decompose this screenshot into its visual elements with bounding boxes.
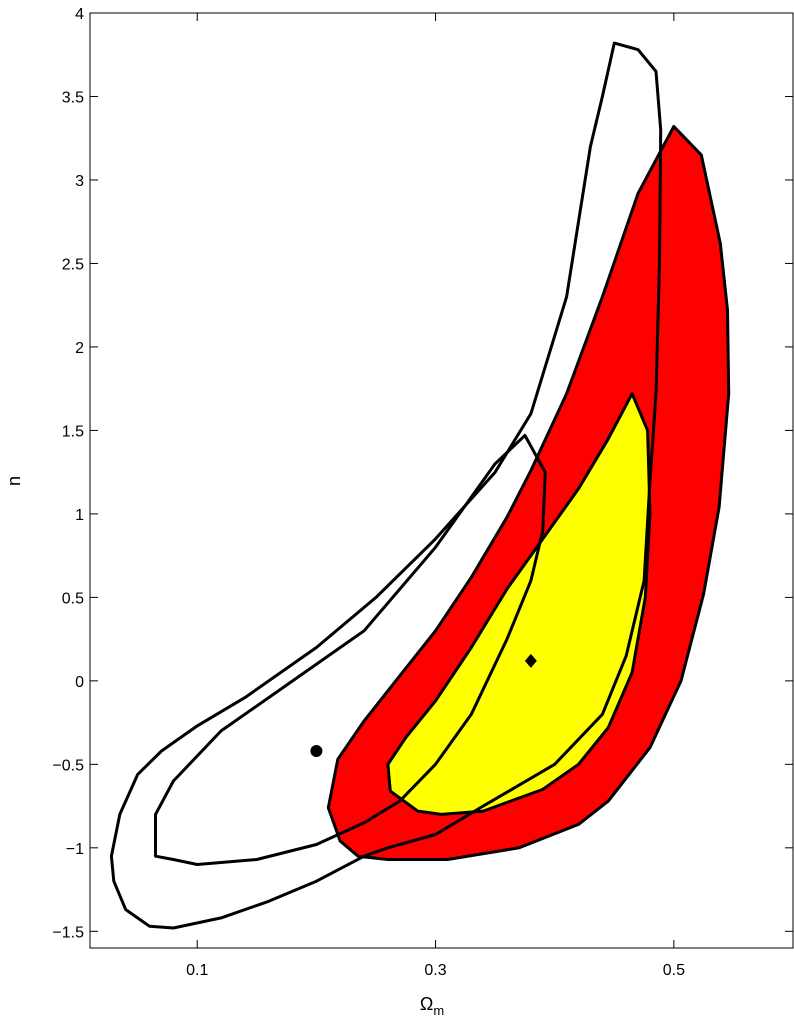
contour-4 [154,433,547,866]
x-tick-label: 0.3 [424,962,446,979]
marker-layer [310,653,537,757]
y-tick-label: 1 [75,507,84,524]
y-tick-label: 3.5 [62,89,84,106]
y-tick-label: −1.5 [52,924,84,941]
marker-circle [310,744,323,757]
contour-2 [386,392,652,816]
contour-3 [109,41,663,930]
y-tick-label: 1.5 [62,423,84,440]
contour-layer [109,41,731,930]
y-tick-label: 2.5 [62,256,84,273]
x-axis-ticks: 0.1 0.3 0.5 [186,13,685,979]
y-tick-label: 4 [75,6,84,23]
y-tick-label: −1 [66,841,84,858]
y-tick-label: 2 [75,340,84,357]
x-tick-label: 0.1 [186,962,208,979]
y-tick-label: 0 [75,674,84,691]
plot-frame [89,12,794,949]
y-tick-label: −0.5 [52,757,84,774]
y-tick-label: 0.5 [62,590,84,607]
x-axis-label: Ωm [420,994,444,1018]
marker-diamond [524,653,537,668]
y-axis-label: n [4,476,24,486]
y-tick-label: 3 [75,173,84,190]
y-axis-ticks: −1.5 −1 −0.5 0 0.5 1 1.5 2 2.5 3 3.5 4 [52,6,793,941]
x-tick-label: 0.5 [663,962,685,979]
